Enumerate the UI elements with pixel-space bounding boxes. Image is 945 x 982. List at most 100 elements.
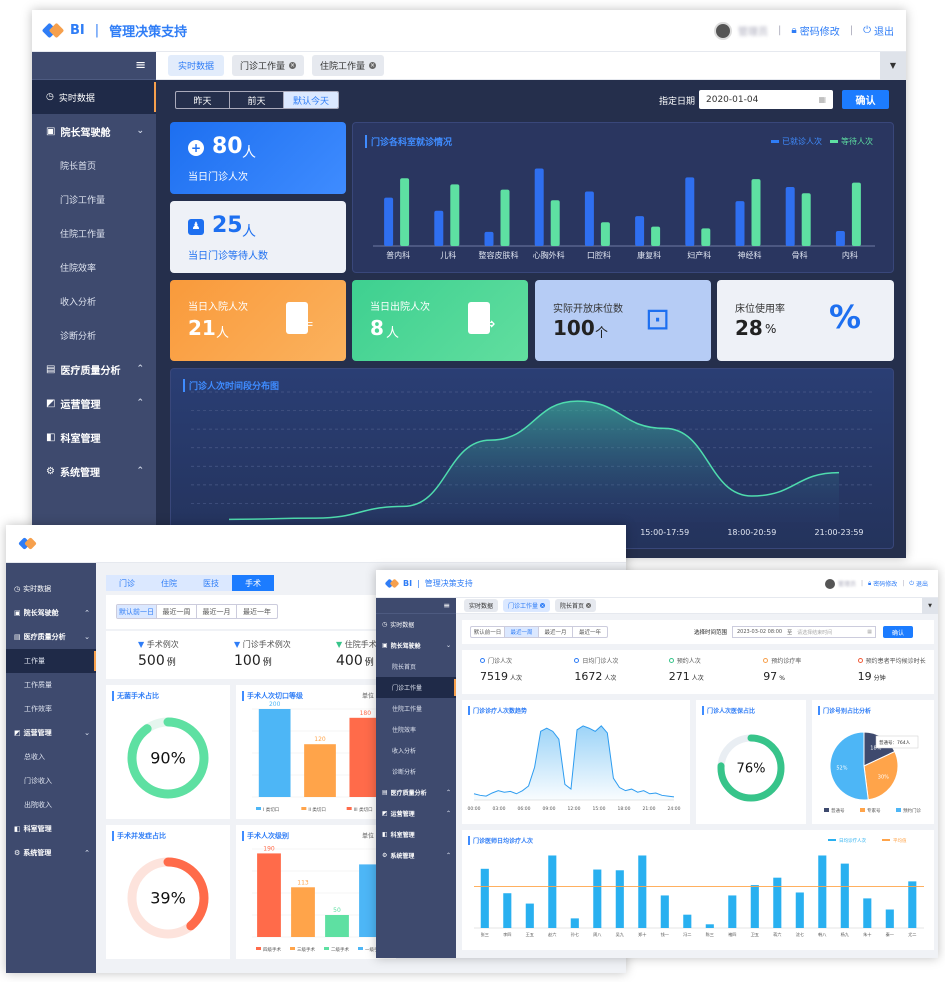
sidebar-group-operation[interactable]: ◩ 运营管理 ⌃ <box>32 386 156 420</box>
range-today[interactable]: 默认今天 <box>284 92 338 108</box>
stat-value: 271 <box>668 670 690 683</box>
incision-title: 手术人次切口等级 <box>242 691 303 701</box>
sidebar-item[interactable]: 住院工作量 <box>376 698 456 719</box>
tab-inpatient[interactable]: 住院 <box>148 575 190 591</box>
sidebar-item-efficiency[interactable]: 住院效率 <box>32 250 156 284</box>
date-value: 2020-01-04 <box>706 94 759 105</box>
sidebar-item[interactable]: ▣ 院长驾驶舱 ⌃ <box>6 601 96 625</box>
confirm-button[interactable]: 确认 <box>842 90 889 109</box>
sidebar-item[interactable]: ◧ 科室管理 <box>376 824 456 845</box>
sidebar-item[interactable]: ⚙ 系统管理 ⌃ <box>376 845 456 866</box>
sidebar-group-quality[interactable]: ▤ 医疗质量分析 ⌃ <box>32 352 156 386</box>
bar <box>750 885 759 928</box>
close-icon[interactable]: × <box>586 603 592 608</box>
stat-item: 预约人次 271 人次 <box>668 656 704 684</box>
sidebar-item[interactable]: ▤ 医疗质量分析 ⌄ <box>6 625 96 649</box>
sidebar-item-income[interactable]: 收入分析 <box>32 284 156 318</box>
sidebar-item-outpatient[interactable]: 门诊工作量 <box>32 182 156 216</box>
bar-visited <box>685 177 695 246</box>
menu-toggle-icon[interactable]: ≡ <box>135 58 146 73</box>
sidebar-item[interactable]: 工作效率 <box>6 697 96 721</box>
sidebar-item[interactable]: ▤ 医疗质量分析 ⌃ <box>376 782 456 803</box>
bar-visited <box>735 201 745 246</box>
sidebar-item[interactable]: ◷ 实时数据 <box>6 577 96 601</box>
tab-outpatient[interactable]: 门诊工作量 × <box>232 55 305 76</box>
tab-outpatient[interactable]: 门诊工作量 × <box>503 599 551 612</box>
range-button[interactable]: 最近一月 <box>197 605 237 618</box>
sidebar-item[interactable]: 工作质量 <box>6 673 96 697</box>
tab-realtime[interactable]: 实时数据 <box>168 55 225 76</box>
sidebar-item[interactable]: 出院收入 <box>6 793 96 817</box>
tab-outpatient[interactable]: 门诊 <box>106 575 148 591</box>
outpt-confirm-button[interactable]: 确认 <box>883 626 913 638</box>
sidebar-item-active[interactable]: 门诊工作量 <box>376 677 456 698</box>
close-icon[interactable]: × <box>289 62 297 69</box>
brand-separator: | <box>417 579 420 588</box>
range-daybefore[interactable]: 前天 <box>230 92 284 108</box>
close-icon[interactable]: × <box>369 62 377 69</box>
sidebar-item[interactable]: 住院效率 <box>376 719 456 740</box>
password-button[interactable]: 密码修改 <box>799 27 840 38</box>
triangle-icon: ▼ <box>336 640 343 649</box>
logout-button[interactable]: 退出 <box>874 27 894 38</box>
sidebar-item-active[interactable]: 工作量 <box>6 649 96 673</box>
sidebar-item-diagnosis[interactable]: 诊断分析 <box>32 318 156 352</box>
sidebar-item[interactable]: ◷ 实时数据 <box>376 614 456 635</box>
sidebar-item[interactable]: ◩ 运营管理 ⌄ <box>6 721 96 745</box>
circle-icon <box>574 658 580 663</box>
tab-dropdown-icon[interactable]: ▼ <box>922 597 938 614</box>
date-range-input[interactable]: 2023-03-02 08:00 至 请选择结束时间 ▦ <box>732 626 876 638</box>
sidebar-item[interactable]: 门诊收入 <box>6 769 96 793</box>
donut-value-arc <box>127 717 209 799</box>
sidebar-item[interactable]: 总收入 <box>6 745 96 769</box>
sidebar-item-realtime[interactable]: ◷ 实时数据 <box>32 80 156 114</box>
stat-label: 日均门诊人次 <box>582 658 619 665</box>
range-button[interactable]: 默认前一日 <box>471 627 505 637</box>
date-input[interactable]: 2020-01-04 ▦ <box>699 90 833 109</box>
complication-title: 手术并发症占比 <box>112 831 166 841</box>
stat-label: 住院手术例次 <box>344 640 393 649</box>
tab-surgery[interactable]: 手术 <box>232 575 274 591</box>
tab-realtime[interactable]: 实时数据 <box>464 599 499 612</box>
tab-inpatient[interactable]: 住院工作量 × <box>312 55 385 76</box>
x-tick-label: 赵六 <box>548 931 556 938</box>
tab-dropdown-icon[interactable]: ▼ <box>880 51 906 80</box>
range-button[interactable]: 最近一年 <box>243 607 271 616</box>
sidebar-item[interactable]: 院长首页 <box>376 656 456 677</box>
menu-toggle-icon[interactable]: ≡ <box>443 601 450 610</box>
close-icon[interactable]: × <box>540 603 546 608</box>
stat-unit: 人次 <box>604 675 617 682</box>
bar <box>885 909 894 928</box>
sidebar-group-label: 系统管理 <box>59 467 100 479</box>
x-tick-label: 15:00 <box>593 806 606 812</box>
legend-swatch <box>896 808 901 812</box>
password-button[interactable]: 密码修改 <box>873 581 898 588</box>
tab-tech[interactable]: 医技 <box>190 575 232 591</box>
range-button[interactable]: 最近一周 <box>157 605 197 618</box>
sidebar-group-dashboard[interactable]: ▣ 院长驾驶舱 ⌄ <box>32 114 156 148</box>
x-tick-label: 21:00 <box>643 806 656 812</box>
sidebar-item-home[interactable]: 院长首页 <box>32 148 156 182</box>
sidebar-item[interactable]: ⚙ 系统管理 ⌃ <box>6 841 96 865</box>
sidebar-item[interactable]: ▣ 院长驾驶舱 ⌄ <box>376 635 456 656</box>
sidebar-group-department[interactable]: ◧ 科室管理 <box>32 420 156 454</box>
range-yesterday[interactable]: 昨天 <box>176 92 230 108</box>
avatar[interactable] <box>714 21 732 40</box>
sidebar-item[interactable]: ◧ 科室管理 <box>6 817 96 841</box>
range-button[interactable]: 默认前一日 <box>117 605 157 618</box>
insurance-card: 门诊人次医保占比 76% <box>696 700 806 824</box>
sidebar-item-label: 院长首页 <box>60 161 97 172</box>
range-button[interactable]: 最近一年 <box>578 630 601 636</box>
tab-home[interactable]: 院长首页 × <box>555 599 597 612</box>
sidebar-item[interactable]: 诊断分析 <box>376 761 456 782</box>
sidebar-item[interactable]: 收入分析 <box>376 740 456 761</box>
sidebar-group-system[interactable]: ⚙ 系统管理 ⌃ <box>32 454 156 488</box>
legend-label: 三级手术 <box>297 946 315 953</box>
logout-button[interactable]: 退出 <box>915 581 928 588</box>
range-button[interactable]: 最近一周 <box>505 627 539 637</box>
sidebar-item-inpatient[interactable]: 住院工作量 <box>32 216 156 250</box>
avatar[interactable] <box>824 578 835 589</box>
sidebar-item[interactable]: ◩ 运营管理 ⌃ <box>376 803 456 824</box>
tab-label: 实时数据 <box>469 603 494 610</box>
range-button[interactable]: 最近一月 <box>539 627 573 637</box>
